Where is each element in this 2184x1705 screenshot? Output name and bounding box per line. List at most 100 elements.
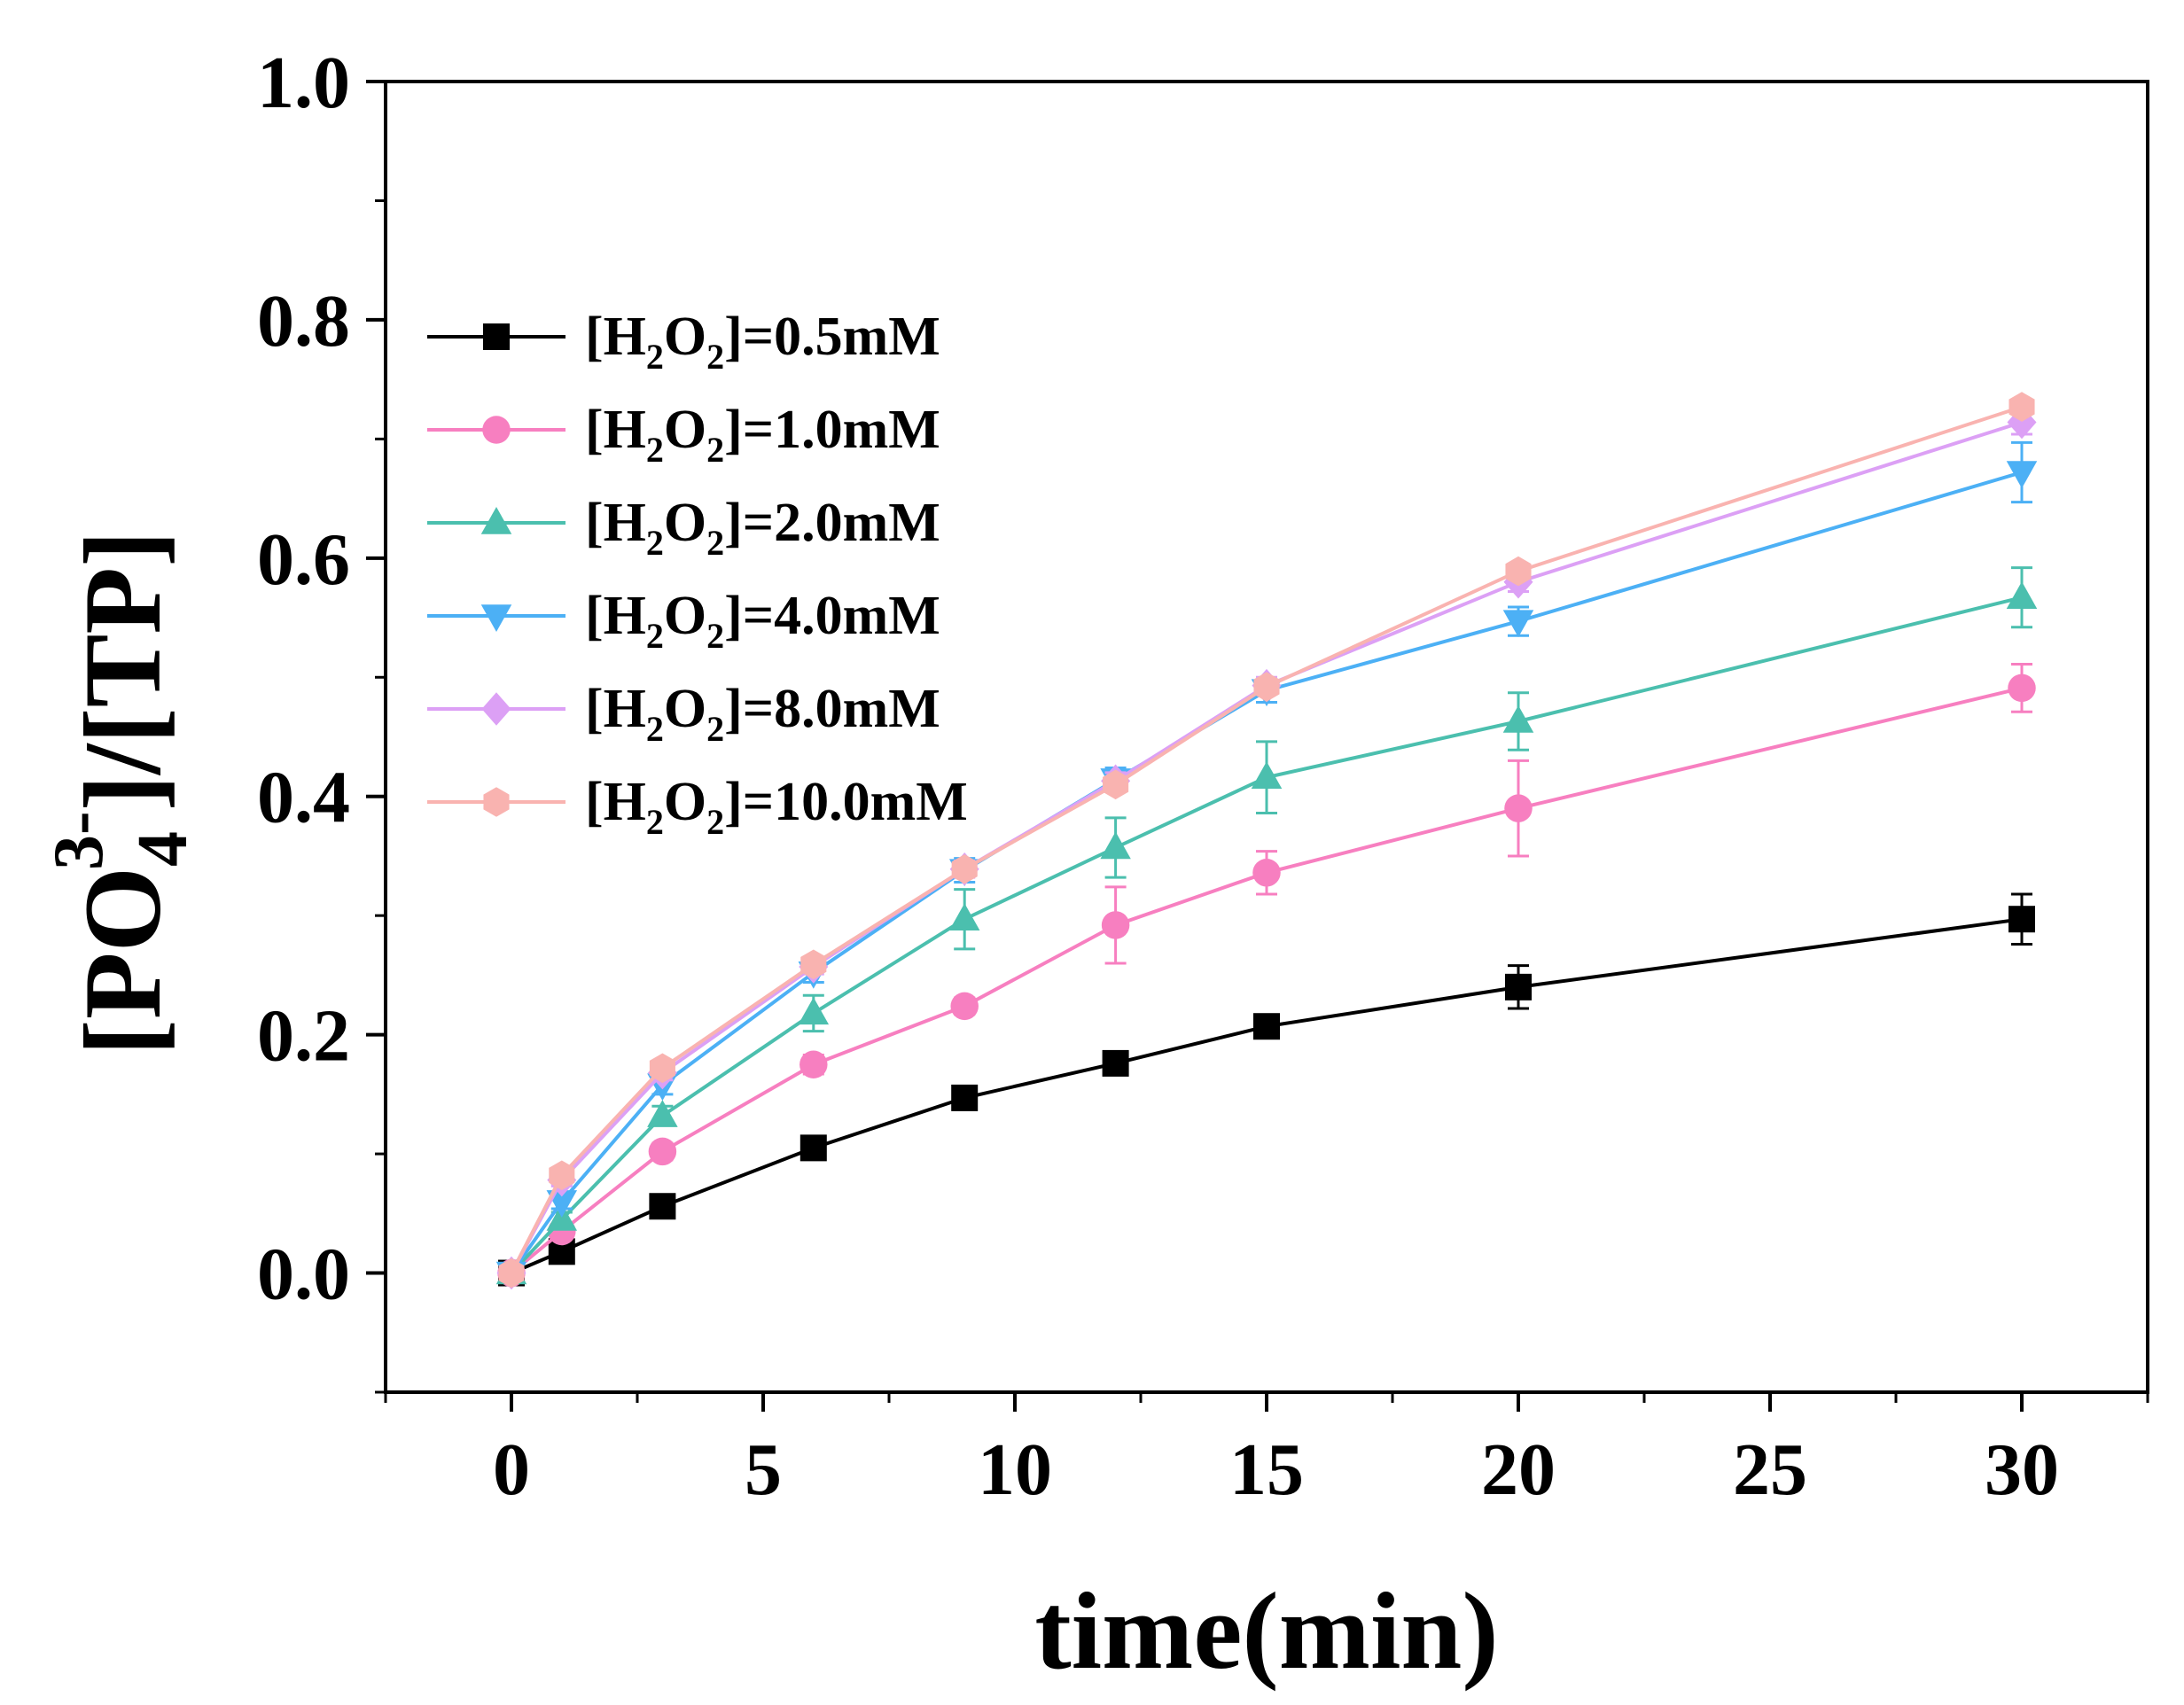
data-point (951, 853, 978, 884)
data-point (1253, 672, 1280, 702)
legend-label-text: O (664, 493, 706, 553)
x-tick-label: 10 (978, 1429, 1052, 1511)
y-tick-label: 0.2 (257, 995, 350, 1078)
legend-marker (481, 692, 511, 726)
x-tick-label: 30 (1985, 1429, 2059, 1511)
legend-label-subscript: 2 (646, 616, 664, 656)
legend-label-text: ]=2.0mM (724, 493, 940, 553)
y-tick-label: 1.0 (257, 42, 350, 124)
legend-entry: [H2O2]=4.0mM (427, 586, 940, 656)
data-point (2006, 461, 2038, 489)
data-point (1251, 761, 1283, 789)
legend-entry: [H2O2]=10.0mM (427, 772, 968, 842)
y-tick-label: 0.6 (257, 518, 350, 601)
legend-label-subscript: 2 (646, 802, 664, 842)
series-[H2O2]=0.5mM (498, 892, 2035, 1287)
legend-label-text: [H (585, 679, 646, 739)
legend-label-text: [H (585, 493, 646, 553)
legend-label: [H2O2]=1.0mM (585, 400, 940, 470)
legend-marker (480, 604, 512, 632)
legend-marker (480, 507, 512, 534)
data-point (649, 1193, 676, 1220)
x-tick-label: 20 (1481, 1429, 1556, 1511)
data-point (2008, 906, 2035, 933)
data-point (951, 1084, 979, 1111)
legend-label: [H2O2]=2.0mM (585, 493, 940, 563)
data-point (798, 997, 830, 1025)
y-axis-title-text: [PO (62, 867, 183, 1056)
legend-label-subscript: 2 (646, 709, 664, 749)
x-tick-label: 15 (1229, 1429, 1304, 1511)
legend-label-text: ]=0.5mM (724, 307, 940, 367)
data-point (2008, 392, 2035, 422)
data-point (1102, 1049, 1129, 1077)
legend-label: [H2O2]=4.0mM (585, 586, 940, 656)
legend-entry: [H2O2]=0.5mM (427, 307, 940, 377)
legend-label-subscript: 2 (706, 802, 724, 842)
legend-label-text: [H (585, 400, 646, 460)
legend-label-text: O (664, 679, 706, 739)
legend-label-subscript: 2 (646, 430, 664, 470)
legend-entry: [H2O2]=2.0mM (427, 493, 940, 563)
legend-label-text: [H (585, 586, 646, 646)
data-point (1505, 973, 1532, 1000)
legend-label-subscript: 2 (706, 430, 724, 470)
data-point (2008, 673, 2036, 703)
data-point (648, 1137, 677, 1166)
data-point (1252, 859, 1281, 887)
data-point (2006, 581, 2038, 609)
legend-label-subscript: 2 (706, 337, 724, 377)
legend-label-text: O (664, 400, 706, 460)
legend-marker (483, 787, 510, 817)
y-tick-label: 0.8 (257, 280, 350, 362)
legend-label-subscript: 2 (646, 523, 664, 563)
data-point (1100, 831, 1131, 860)
data-point (1505, 556, 1532, 587)
legend-marker (482, 416, 511, 444)
legend-label-subscript: 2 (706, 523, 724, 563)
data-point (1103, 769, 1129, 800)
legend-marker (483, 323, 510, 350)
y-axis-title: [PO43-]/[TP] (40, 531, 202, 1056)
legend-label: [H2O2]=10.0mM (585, 772, 968, 842)
y-tick-label: 0.0 (257, 1234, 350, 1316)
data-point (498, 1257, 525, 1288)
y-tick-label: 0.4 (257, 757, 350, 839)
legend-label-subscript: 2 (706, 709, 724, 749)
legend-entry: [H2O2]=8.0mM (427, 679, 940, 749)
x-tick-label: 25 (1733, 1429, 1807, 1511)
legend-label-text: [H (585, 772, 646, 832)
data-point (1253, 1013, 1280, 1040)
data-point (549, 1160, 575, 1191)
series-[H2O2]=10.0mM (498, 392, 2035, 1288)
data-point (800, 949, 827, 980)
x-tick-label: 5 (745, 1429, 782, 1511)
data-point (800, 1050, 828, 1078)
legend-label-text: [H (585, 307, 646, 367)
y-axis-title-subscript: 4 (124, 831, 202, 867)
legend-label-subscript: 2 (646, 337, 664, 377)
legend-label-text: ]=8.0mM (724, 679, 940, 739)
data-point (948, 903, 980, 930)
legend-label-text: ]=1.0mM (724, 400, 940, 460)
legend-label-subscript: 2 (706, 616, 724, 656)
data-point (649, 1053, 675, 1084)
legend-label-text: O (664, 586, 706, 646)
data-point (1502, 610, 1534, 638)
y-axis-title-text: ]/[TP] (62, 531, 183, 812)
y-axis-title-superscript: 3- (40, 811, 118, 870)
legend-label-text: ]=10.0mM (724, 772, 968, 832)
legend-label-text: O (664, 772, 706, 832)
x-tick-label: 0 (493, 1429, 530, 1511)
data-point (1502, 705, 1534, 733)
legend-label-text: ]=4.0mM (724, 586, 940, 646)
x-axis-title: time(min) (1034, 1570, 1498, 1692)
data-point (1101, 911, 1130, 939)
legend-entry: [H2O2]=1.0mM (427, 400, 940, 470)
data-point (800, 1134, 827, 1162)
data-point (647, 1100, 678, 1127)
series-[H2O2]=1.0mM (497, 662, 2036, 1288)
data-point (1504, 794, 1533, 822)
